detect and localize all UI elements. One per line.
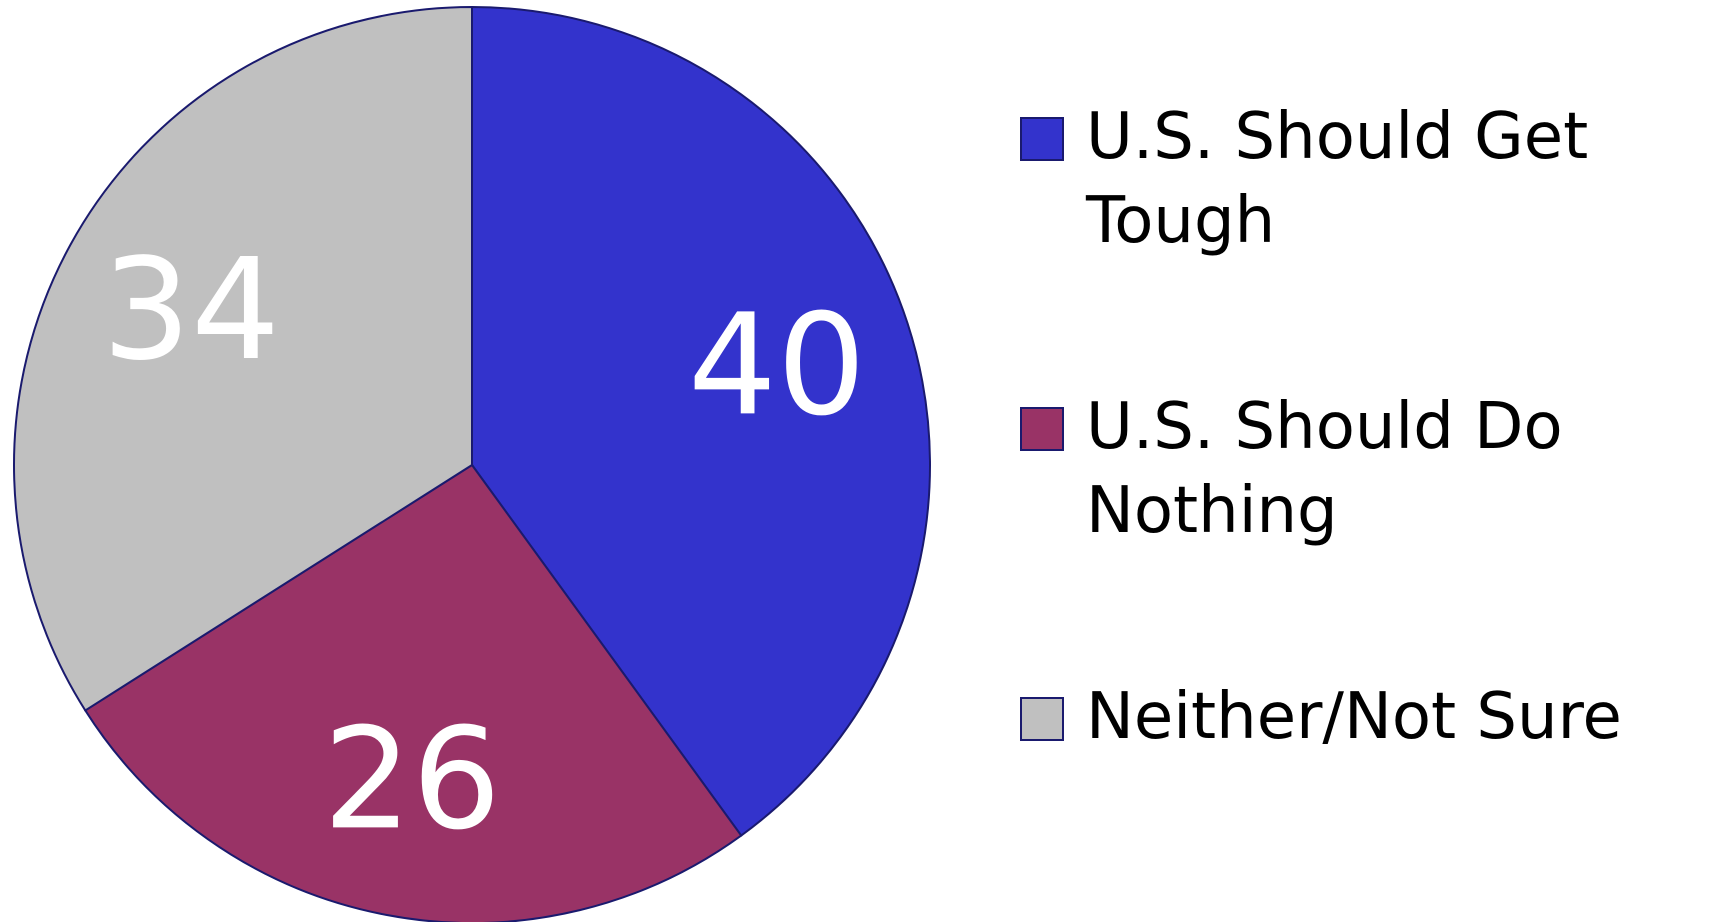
pie-slice [471, 5, 931, 837]
legend-swatch [1020, 697, 1064, 741]
legend-label: Neither/Not Sure [1086, 680, 1622, 754]
legend-swatch [1020, 117, 1064, 161]
legend-label: U.S. Should Do Nothing [1086, 390, 1563, 548]
legend-item: U.S. Should Do Nothing [1020, 385, 1710, 675]
data-label: 34 [102, 229, 280, 392]
legend-swatch [1020, 407, 1064, 451]
pie-slice [13, 5, 473, 712]
legend-item: Neither/Not Sure [1020, 675, 1710, 922]
pie-slice [83, 463, 743, 922]
data-label: 26 [323, 698, 501, 861]
legend: U.S. Should Get Tough U.S. Should Do Noth… [1020, 95, 1710, 922]
legend-label: U.S. Should Get Tough [1086, 100, 1589, 258]
legend-item: U.S. Should Get Tough [1020, 95, 1710, 385]
data-label: 40 [688, 284, 866, 447]
